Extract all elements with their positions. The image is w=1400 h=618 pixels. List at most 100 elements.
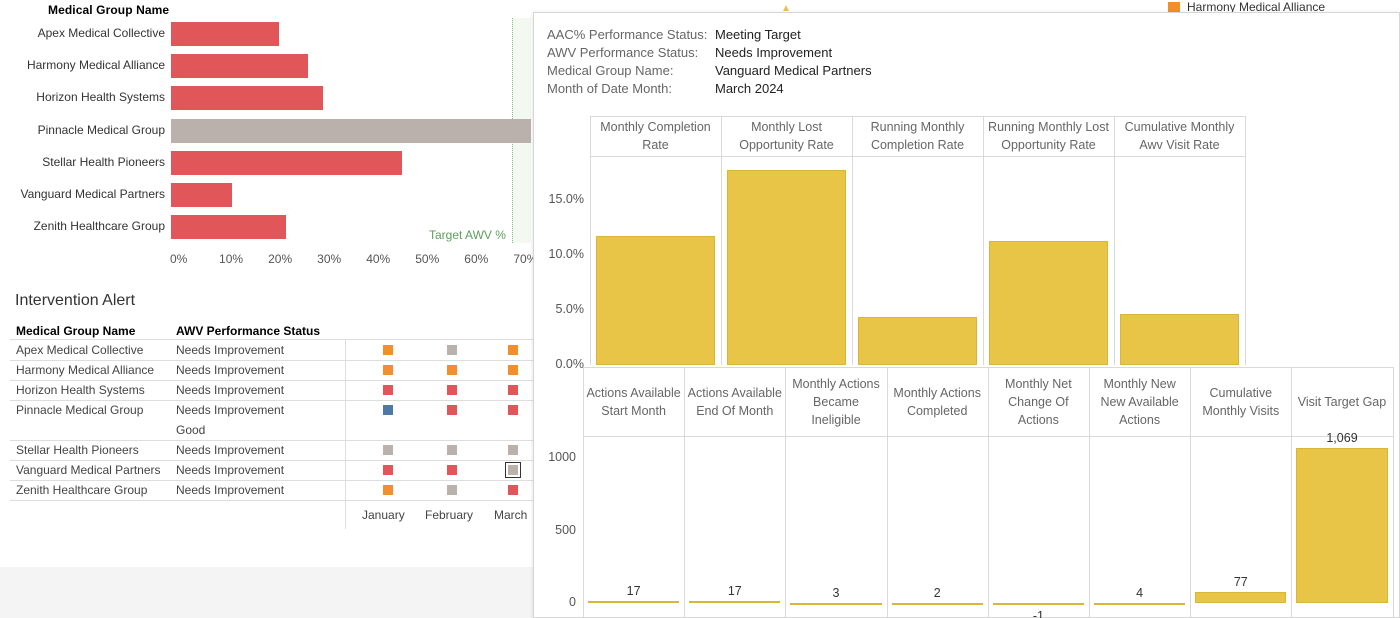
- data-label: 77: [1233, 575, 1248, 590]
- column-header: Monthly Actions Completed: [893, 385, 981, 418]
- action-bar[interactable]: [1094, 602, 1186, 605]
- group-name-cell: Apex Medical Collective: [16, 343, 144, 357]
- column-header: Visit Target Gap: [1297, 394, 1387, 409]
- status-square[interactable]: [447, 485, 457, 495]
- status-square[interactable]: [447, 405, 457, 415]
- status-square[interactable]: [508, 345, 518, 355]
- axis-tick-label: 20%: [268, 252, 293, 266]
- column-divider: [983, 116, 984, 365]
- status-cell: Needs Improvement: [176, 383, 285, 397]
- axis-tick-label: 70%: [513, 252, 538, 266]
- bar-label: Stellar Health Pioneers: [42, 154, 165, 169]
- column-header: Actions Available Start Month: [586, 385, 681, 418]
- tooltip-value: Vanguard Medical Partners: [715, 63, 872, 78]
- bar[interactable]: [171, 183, 233, 207]
- status-square[interactable]: [447, 465, 457, 475]
- bar[interactable]: [171, 118, 531, 143]
- rate-bar[interactable]: [1120, 314, 1239, 365]
- bar[interactable]: [171, 150, 402, 175]
- column-divider: [590, 116, 591, 365]
- action-bar[interactable]: [1195, 592, 1287, 604]
- header-bottom-line: [590, 156, 1245, 157]
- status-square[interactable]: [505, 462, 521, 478]
- group-name-cell: Vanguard Medical Partners: [16, 463, 161, 477]
- y-tick-label: 0.0%: [555, 357, 585, 371]
- y-tick-label: 500: [555, 522, 576, 537]
- bar-label: Zenith Healthcare Group: [33, 219, 165, 234]
- legend-label: Harmony Medical Alliance: [1187, 0, 1326, 14]
- tooltip-key: Month of Date Month:: [547, 81, 673, 96]
- status-square[interactable]: [383, 445, 393, 455]
- status-square[interactable]: [508, 365, 518, 375]
- bar-label: Horizon Health Systems: [36, 90, 165, 105]
- bar-label: Vanguard Medical Partners: [20, 187, 165, 201]
- action-bar[interactable]: [689, 600, 781, 604]
- col-header-group[interactable]: Medical Group Name: [16, 324, 136, 338]
- tooltip-value: Meeting Target: [715, 27, 801, 42]
- axis-tick-label: 10%: [219, 252, 244, 266]
- action-bar[interactable]: [588, 600, 680, 604]
- group-name-cell: Horizon Health Systems: [16, 383, 145, 397]
- status-square[interactable]: [447, 445, 457, 455]
- column-header: Monthly New New Available Actions: [1100, 376, 1179, 427]
- action-bar[interactable]: [1296, 447, 1388, 604]
- status-cell: Good: [176, 423, 206, 437]
- column-divider: [721, 116, 722, 365]
- month-label-march: March: [494, 508, 528, 522]
- status-cell: Needs Improvement: [176, 483, 285, 497]
- rate-bar[interactable]: [596, 236, 715, 365]
- status-square[interactable]: [383, 465, 393, 475]
- status-square[interactable]: [447, 345, 457, 355]
- tooltip-key: AWV Performance Status:: [547, 45, 699, 60]
- column-header: Cumulative Monthly Visits: [1202, 385, 1280, 418]
- axis-tick-label: 50%: [415, 252, 440, 266]
- status-cell: Needs Improvement: [176, 343, 285, 357]
- status-square[interactable]: [383, 385, 393, 395]
- legend[interactable]: Harmony Medical Alliance: [1160, 0, 1400, 18]
- intervention-alert-title: Intervention Alert: [15, 292, 136, 309]
- bar[interactable]: [171, 215, 287, 240]
- action-bar[interactable]: [891, 603, 983, 606]
- status-square[interactable]: [508, 445, 518, 455]
- column-divider: [886, 367, 888, 618]
- column-divider: [684, 367, 686, 618]
- status-square[interactable]: [447, 365, 457, 375]
- rate-bar[interactable]: [989, 240, 1108, 365]
- status-square[interactable]: [508, 485, 518, 495]
- status-square[interactable]: [447, 385, 457, 395]
- group-name-cell: Pinnacle Medical Group: [16, 403, 144, 417]
- rate-bar[interactable]: [727, 170, 846, 365]
- legend-marker-icon: [783, 3, 789, 11]
- column-header: Monthly Actions Became Ineligible: [792, 376, 880, 427]
- status-cell: Needs Improvement: [176, 463, 285, 477]
- bar[interactable]: [171, 54, 309, 79]
- column-header: Running Monthly Completion Rate: [870, 120, 965, 152]
- bar-chart-header: Medical Group Name: [48, 3, 170, 17]
- axis-tick-label: 40%: [366, 252, 391, 266]
- row-divider: [10, 500, 533, 501]
- rate-bar[interactable]: [858, 316, 977, 365]
- col-header-status[interactable]: AWV Performance Status: [176, 324, 321, 338]
- group-name-cell: Stellar Health Pioneers: [16, 443, 139, 457]
- row-divider: [10, 339, 533, 340]
- column-divider: [987, 367, 989, 618]
- status-square[interactable]: [383, 345, 393, 355]
- status-square[interactable]: [508, 405, 518, 415]
- status-cell: Needs Improvement: [176, 443, 285, 457]
- action-bar[interactable]: [790, 603, 882, 605]
- column-divider: [1245, 116, 1246, 365]
- status-square[interactable]: [383, 485, 393, 495]
- bar[interactable]: [171, 86, 324, 111]
- status-square[interactable]: [383, 365, 393, 375]
- status-square[interactable]: [508, 385, 518, 395]
- data-label: 17: [626, 583, 641, 598]
- tooltip: AAC% Performance Status: Meeting Target AW…: [533, 12, 1400, 618]
- column-divider: [583, 367, 584, 618]
- column-divider: [1392, 367, 1394, 618]
- bar[interactable]: [171, 22, 279, 46]
- status-square[interactable]: [383, 405, 393, 415]
- column-divider: [852, 116, 853, 365]
- month-label-january: January: [362, 508, 405, 522]
- action-bar[interactable]: [992, 603, 1084, 606]
- y-tick-label: 0: [569, 595, 576, 610]
